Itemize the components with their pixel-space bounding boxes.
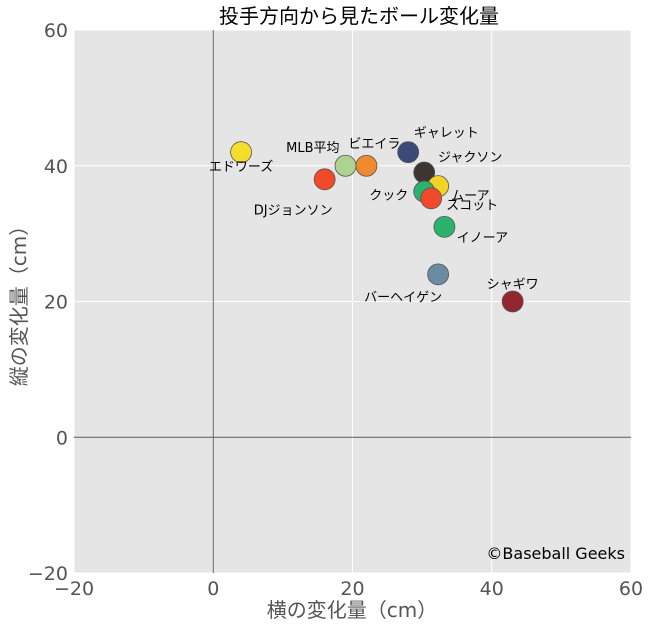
point-label: クック bbox=[369, 189, 408, 204]
point-label: DJジョンソン bbox=[254, 203, 333, 218]
y-axis-label: 縦の変化量（cm） bbox=[7, 216, 31, 386]
point-label: エドワーズ bbox=[209, 159, 273, 175]
y-tick-label: −20 bbox=[28, 563, 68, 585]
point-marker bbox=[397, 141, 420, 164]
chart-title: 投手方向から見たボール変化量 bbox=[219, 4, 499, 28]
data-points bbox=[230, 141, 524, 313]
point-label: ムーア bbox=[451, 189, 489, 204]
x-tick-label: 0 bbox=[207, 578, 219, 600]
y-tick-label: 40 bbox=[44, 156, 68, 178]
y-tick-label: 60 bbox=[44, 20, 68, 42]
point-marker bbox=[313, 168, 336, 191]
point-label: MLB平均 bbox=[286, 141, 339, 156]
x-axis-label: 横の変化量（cm） bbox=[267, 598, 437, 622]
x-tick-label: 40 bbox=[480, 578, 504, 600]
point-marker bbox=[433, 215, 456, 238]
point-label: ジャクソン bbox=[438, 151, 502, 166]
x-tick-label: 20 bbox=[340, 578, 364, 600]
point-label: スコット bbox=[446, 198, 498, 213]
point-marker bbox=[334, 154, 357, 177]
x-tick-label: −20 bbox=[54, 578, 94, 600]
point-marker bbox=[230, 141, 253, 164]
y-tick-label: 20 bbox=[44, 292, 68, 314]
point-label: ギャレット bbox=[414, 126, 479, 141]
point-label: シャギワ bbox=[487, 278, 539, 293]
y-tick-label: 0 bbox=[56, 427, 68, 449]
point-label: バーヘイゲン bbox=[364, 290, 442, 305]
point-marker bbox=[355, 154, 378, 177]
x-tick-labels: −20 0 20 40 60 bbox=[54, 578, 643, 600]
x-tick-label: 60 bbox=[619, 578, 643, 600]
credit-text: ©Baseball Geeks bbox=[486, 544, 625, 563]
point-label: イノーア bbox=[457, 231, 508, 246]
point-marker bbox=[420, 187, 443, 210]
zero-lines bbox=[74, 30, 631, 573]
y-tick-labels: −20 0 20 40 60 bbox=[28, 20, 68, 585]
point-label: ビエイラ bbox=[348, 137, 400, 152]
point-marker bbox=[501, 290, 524, 313]
point-marker bbox=[427, 263, 450, 286]
